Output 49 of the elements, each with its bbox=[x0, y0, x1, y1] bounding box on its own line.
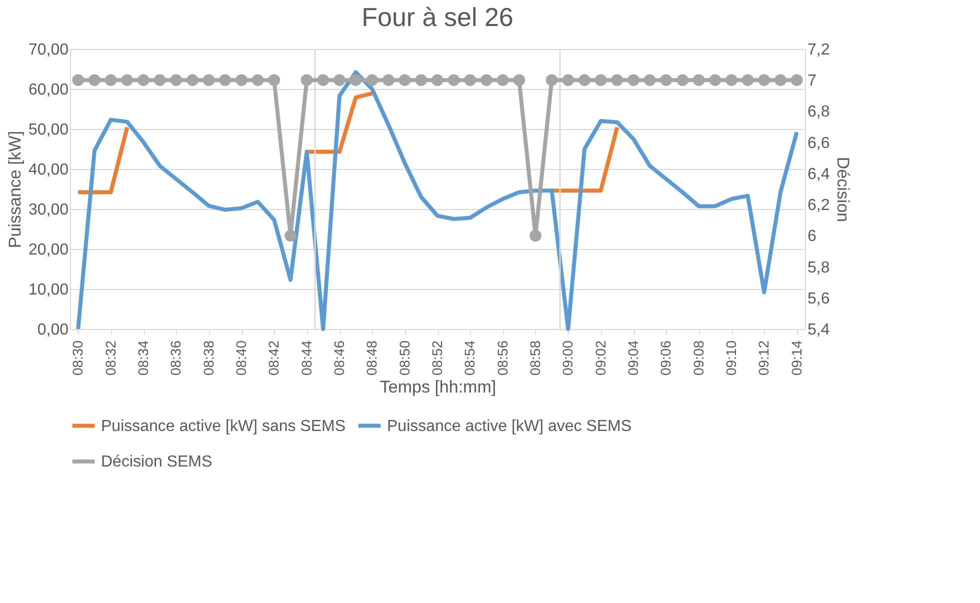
y-tick-label: 30,00 bbox=[28, 202, 69, 218]
y-tick-label: 60,00 bbox=[28, 82, 69, 98]
legend-label: Puissance active [kW] avec SEMS bbox=[387, 418, 632, 435]
x-tick-label: 08:42 bbox=[266, 340, 282, 376]
y-tick-label: 10,00 bbox=[28, 282, 69, 298]
line-series bbox=[76, 70, 799, 331]
x-tick-label: 08:46 bbox=[331, 340, 347, 376]
x-tick-label: 09:14 bbox=[788, 340, 804, 376]
x-tick-label: 08:54 bbox=[462, 340, 478, 376]
y-tick-label: 40,00 bbox=[28, 162, 69, 178]
legend-label: Décision SEMS bbox=[101, 454, 212, 470]
y2-axis-title: Décision bbox=[834, 156, 853, 222]
chart-title: Four à sel 26 bbox=[362, 2, 514, 32]
y2-tick-label: 5,6 bbox=[808, 290, 830, 308]
x-axis-title: Temps [hh:mm] bbox=[380, 378, 496, 397]
y-tick-label: 20,00 bbox=[28, 242, 69, 258]
x-tick-label: 08:48 bbox=[364, 340, 380, 376]
x-tick-label: 08:40 bbox=[233, 340, 249, 376]
x-tick-label: 09:10 bbox=[723, 340, 739, 376]
y2-tick-label: 6,8 bbox=[808, 104, 830, 121]
x-tick-label: 08:44 bbox=[298, 340, 314, 376]
y2-tick-label: 6,6 bbox=[808, 134, 830, 152]
x-tick-label: 08:32 bbox=[102, 340, 118, 376]
y2-tick-label: 6 bbox=[808, 228, 816, 246]
y2-tick-label: 5,8 bbox=[808, 259, 830, 276]
y-tick-label: 70,00 bbox=[28, 42, 69, 58]
x-tick-label: 09:08 bbox=[690, 340, 706, 376]
x-tick-label: 08:30 bbox=[70, 340, 86, 376]
x-tick-label: 08:58 bbox=[527, 340, 543, 376]
y2-tick-label: 6,4 bbox=[808, 166, 830, 183]
y-axis-title: Puissance [kW] bbox=[5, 130, 24, 248]
y-tick-label: 50,00 bbox=[28, 122, 69, 138]
x-tick-label: 09:04 bbox=[625, 340, 641, 376]
x-tick-label: 09:12 bbox=[756, 340, 772, 376]
y2-tick-label: 7,2 bbox=[808, 42, 830, 58]
x-tick-label: 09:00 bbox=[560, 340, 576, 376]
x-tick-label: 08:52 bbox=[429, 340, 445, 376]
x-tick-label: 08:36 bbox=[168, 340, 184, 376]
x-tick-label: 08:38 bbox=[200, 340, 216, 376]
y2-tick-label: 6,2 bbox=[808, 197, 830, 214]
y2-tick-label: 5,4 bbox=[808, 322, 830, 338]
legend-label: Puissance active [kW] sans SEMS bbox=[101, 418, 346, 435]
x-tick-label: 08:50 bbox=[396, 340, 412, 376]
x-tick-label: 08:56 bbox=[494, 340, 510, 376]
y-tick-label: 0,00 bbox=[37, 322, 69, 338]
x-tick-label: 09:06 bbox=[658, 340, 674, 376]
y2-tick-label: 7 bbox=[808, 72, 816, 90]
x-tick-label: 08:34 bbox=[135, 340, 151, 376]
x-tick-label: 09:02 bbox=[592, 340, 608, 376]
